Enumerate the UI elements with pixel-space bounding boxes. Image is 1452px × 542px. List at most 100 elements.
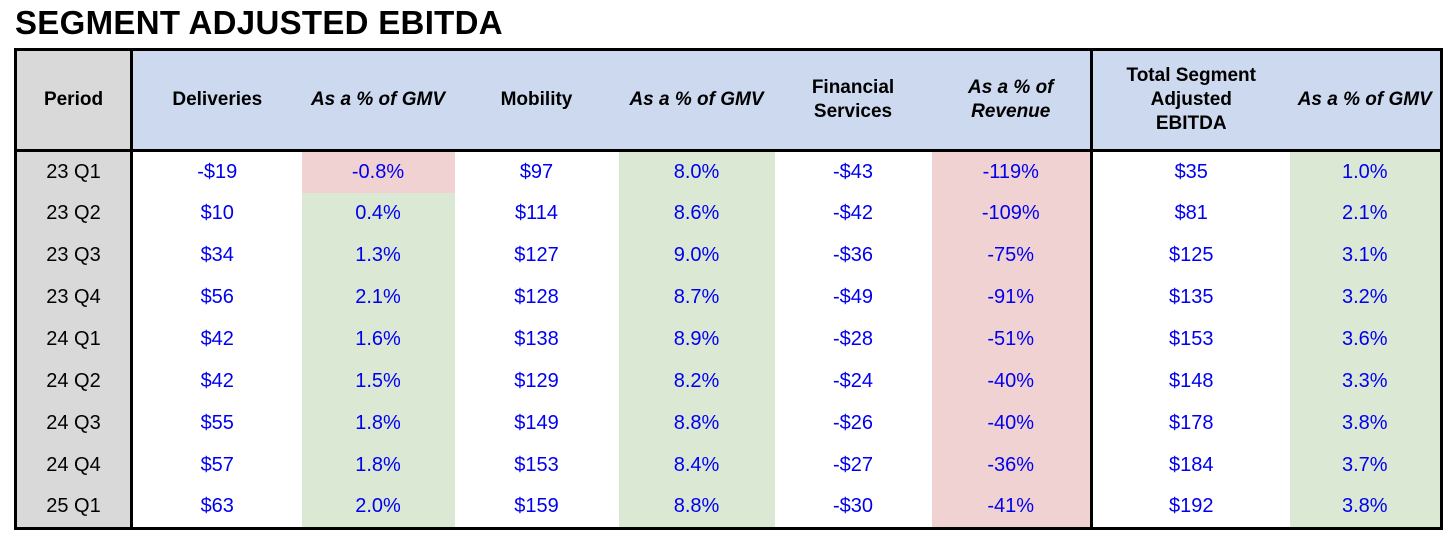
cell-mobility-pct-gmv: 8.6% (618, 192, 775, 235)
cell-mobility-pct-gmv: 8.4% (618, 444, 775, 487)
table-row: 23 Q2 $10 0.4% $114 8.6% -$42 -109% $81 2.1% (15, 192, 1442, 235)
table-row: 23 Q4 $56 2.1% $128 8.7% -$49 -91% $135 3.2% (15, 276, 1442, 319)
cell-total-pct-gmv: 3.8% (1289, 486, 1442, 529)
cell-total-pct-gmv: 3.7% (1289, 444, 1442, 487)
table-row: 25 Q1 $63 2.0% $159 8.8% -$30 -41% $192 3.8% (15, 486, 1442, 529)
cell-financial-pct-revenue: -109% (931, 192, 1092, 235)
cell-financial-services: -$43 (832, 160, 874, 183)
cell-deliveries-pct-gmv: 1.8% (301, 402, 455, 445)
col-header-deliveries-pct-gmv: As a % of GMV (301, 49, 455, 152)
cell-mobility: $114 (514, 202, 558, 224)
cell-deliveries: $63 (130, 486, 302, 529)
col-header-total-segment-ebitda: Total Segment Adjusted EBITDA (1090, 49, 1290, 152)
cell-deliveries: $10 (130, 192, 302, 235)
cell-total-pct-gmv: 3.6% (1289, 318, 1442, 361)
cell-total-segment-ebitda: $35 (1090, 150, 1290, 193)
cell-financial-pct-revenue: -40% (931, 402, 1092, 445)
cell-mobility: $153 (514, 454, 559, 476)
col-header-financial-services: Financial Services (774, 49, 932, 152)
cell-mobility: $128 (514, 286, 559, 308)
table-row: 23 Q3 $34 1.3% $127 9.0% -$36 -75% $125 3.1% (15, 234, 1442, 277)
col-header-period: Period (15, 49, 132, 152)
cell-financial-pct-revenue: -36% (931, 444, 1092, 487)
cell-total-segment-ebitda: $184 (1090, 444, 1290, 487)
cell-financial-pct-revenue: -119% (931, 150, 1092, 193)
cell-financial-pct-revenue: -51% (931, 318, 1092, 361)
cell-financial-services: -$30 (832, 495, 874, 518)
cell-total-pct-gmv: 3.8% (1289, 402, 1442, 445)
page-title: SEGMENT ADJUSTED EBITDA (15, 4, 503, 41)
cell-total-segment-ebitda: $125 (1090, 234, 1290, 277)
cell-mobility: $138 (514, 328, 559, 350)
cell-deliveries-pct-gmv: 1.6% (301, 318, 455, 361)
period-cell: 23 Q3 (15, 234, 132, 277)
cell-deliveries: $42 (130, 360, 302, 403)
table-row: 24 Q3 $55 1.8% $149 8.8% -$26 -40% $178 3.8% (15, 402, 1442, 445)
cell-total-pct-gmv: 3.1% (1289, 234, 1442, 277)
col-header-financial-pct-revenue: As a % of Revenue (931, 49, 1092, 152)
table-row: 24 Q4 $57 1.8% $153 8.4% -$27 -36% $184 3.7% (15, 444, 1442, 487)
cell-mobility-pct-gmv: 8.2% (618, 360, 775, 403)
cell-total-segment-ebitda: $148 (1090, 360, 1290, 403)
cell-total-segment-ebitda: $81 (1090, 192, 1290, 235)
table-header: Period Deliveries As a % of GMV Mobility… (15, 49, 1442, 152)
cell-mobility: $159 (514, 495, 559, 518)
cell-total-pct-gmv: 3.2% (1289, 276, 1442, 319)
cell-mobility-pct-gmv: 8.8% (618, 402, 775, 445)
period-cell: 23 Q4 (15, 276, 132, 319)
cell-deliveries-pct-gmv: 2.0% (301, 486, 455, 529)
period-cell: 25 Q1 (15, 486, 132, 529)
cell-mobility-pct-gmv: 8.7% (618, 276, 775, 319)
cell-deliveries: $56 (130, 276, 302, 319)
segment-adjusted-ebitda-table: Period Deliveries As a % of GMV Mobility… (14, 48, 1443, 530)
cell-deliveries-pct-gmv: 1.8% (301, 444, 455, 487)
cell-deliveries: $34 (130, 234, 302, 277)
cell-financial-services: -$26 (832, 412, 874, 434)
period-cell: 24 Q1 (15, 318, 132, 361)
cell-financial-services: -$42 (832, 202, 874, 224)
period-cell: 24 Q2 (15, 360, 132, 403)
period-cell: 24 Q3 (15, 402, 132, 445)
table-row: 24 Q2 $42 1.5% $129 8.2% -$24 -40% $148 3.3% (15, 360, 1442, 403)
cell-mobility: $97 (519, 160, 554, 183)
cell-mobility: $127 (514, 244, 559, 266)
cell-total-pct-gmv: 3.3% (1289, 360, 1442, 403)
cell-mobility: $149 (514, 412, 559, 434)
cell-financial-services: -$27 (832, 454, 874, 476)
table-row: 23 Q1 -$19 -0.8% $97 8.0% -$43 -119% $35 1.0% (15, 150, 1442, 193)
cell-total-segment-ebitda: $178 (1090, 402, 1290, 445)
period-cell: 23 Q2 (15, 192, 132, 235)
cell-mobility-pct-gmv: 8.0% (618, 150, 775, 193)
cell-deliveries-pct-gmv: 0.4% (301, 192, 455, 235)
cell-financial-pct-revenue: -41% (931, 486, 1092, 529)
cell-total-segment-ebitda: $135 (1090, 276, 1290, 319)
cell-financial-pct-revenue: -40% (931, 360, 1092, 403)
period-cell: 23 Q1 (15, 150, 132, 193)
cell-deliveries: $55 (130, 402, 302, 445)
cell-deliveries: $42 (130, 318, 302, 361)
cell-deliveries-pct-gmv: 1.3% (301, 234, 455, 277)
cell-total-segment-ebitda: $192 (1090, 486, 1290, 529)
cell-total-pct-gmv: 2.1% (1289, 192, 1442, 235)
period-cell: 24 Q4 (15, 444, 132, 487)
cell-deliveries-pct-gmv: 1.5% (301, 360, 455, 403)
table-row: 24 Q1 $42 1.6% $138 8.9% -$28 -51% $153 3.6% (15, 318, 1442, 361)
col-header-mobility: Mobility (454, 49, 619, 152)
cell-financial-pct-revenue: -75% (931, 234, 1092, 277)
cell-mobility: $129 (514, 370, 559, 392)
cell-deliveries: -$19 (130, 150, 302, 193)
cell-mobility-pct-gmv: 8.8% (618, 486, 775, 529)
cell-total-pct-gmv: 1.0% (1289, 150, 1442, 193)
cell-mobility-pct-gmv: 8.9% (618, 318, 775, 361)
cell-total-segment-ebitda: $153 (1090, 318, 1290, 361)
col-header-mobility-pct-gmv: As a % of GMV (618, 49, 775, 152)
table-body: 23 Q1 -$19 -0.8% $97 8.0% -$43 -119% $35 1.0% 23 … (15, 150, 1442, 529)
cell-deliveries-pct-gmv: -0.8% (301, 150, 455, 193)
cell-financial-services: -$28 (832, 328, 874, 350)
cell-financial-services: -$49 (832, 286, 874, 308)
cell-deliveries: $57 (130, 444, 302, 487)
cell-financial-services: -$24 (832, 370, 874, 392)
header-row: Period Deliveries As a % of GMV Mobility… (15, 49, 1442, 152)
cell-deliveries-pct-gmv: 2.1% (301, 276, 455, 319)
